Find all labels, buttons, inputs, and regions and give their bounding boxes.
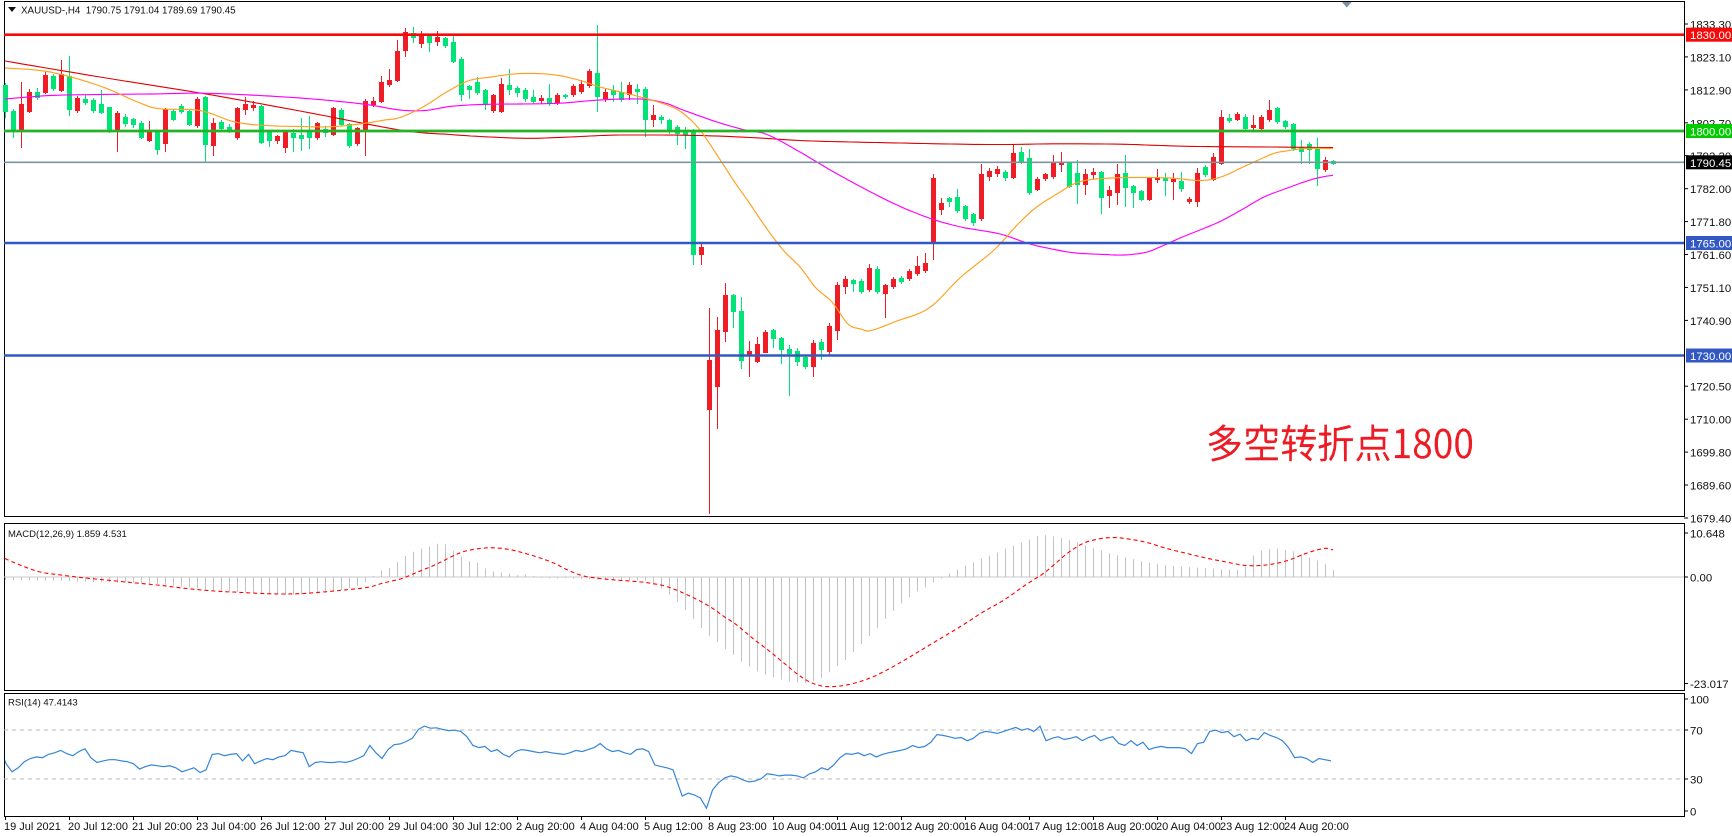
svg-text:1679.40: 1679.40: [1690, 514, 1731, 526]
svg-text:0.00: 0.00: [1690, 573, 1712, 585]
svg-text:11 Aug 12:00: 11 Aug 12:00: [836, 821, 900, 833]
svg-text:10.648: 10.648: [1690, 529, 1725, 541]
svg-text:1790.45: 1790.45: [1690, 158, 1731, 170]
svg-text:1800.00: 1800.00: [1690, 127, 1731, 139]
svg-text:21 Jul 20:00: 21 Jul 20:00: [132, 821, 192, 833]
svg-text:23 Aug 12:00: 23 Aug 12:00: [1220, 821, 1285, 833]
svg-text:1771.80: 1771.80: [1690, 217, 1731, 229]
svg-text:20 Jul 12:00: 20 Jul 12:00: [68, 821, 128, 833]
svg-text:1730.00: 1730.00: [1690, 351, 1731, 363]
svg-text:26 Jul 12:00: 26 Jul 12:00: [260, 821, 320, 833]
svg-text:19 Jul 2021: 19 Jul 2021: [4, 821, 61, 833]
svg-text:10 Aug 04:00: 10 Aug 04:00: [772, 821, 837, 833]
svg-text:1782.00: 1782.00: [1690, 184, 1731, 196]
svg-text:4 Aug 04:00: 4 Aug 04:00: [580, 821, 639, 833]
svg-text:1740.90: 1740.90: [1690, 316, 1731, 328]
svg-text:1823.10: 1823.10: [1690, 52, 1731, 64]
svg-text:5 Aug 12:00: 5 Aug 12:00: [644, 821, 703, 833]
svg-text:20 Aug 04:00: 20 Aug 04:00: [1156, 821, 1221, 833]
svg-text:XAUUSD-,H4 1790.75 1791.04 17: XAUUSD-,H4 1790.75 1791.04 1789.69 1790.…: [21, 6, 236, 17]
svg-text:1699.80: 1699.80: [1690, 448, 1731, 460]
svg-text:23 Jul 04:00: 23 Jul 04:00: [196, 821, 256, 833]
svg-text:16 Aug 04:00: 16 Aug 04:00: [964, 821, 1029, 833]
svg-text:18 Aug 20:00: 18 Aug 20:00: [1092, 821, 1157, 833]
svg-text:-23.017: -23.017: [1690, 679, 1729, 691]
svg-text:1765.00: 1765.00: [1690, 239, 1731, 251]
svg-text:1689.60: 1689.60: [1690, 481, 1731, 493]
svg-text:100: 100: [1690, 695, 1709, 707]
svg-text:0: 0: [1690, 807, 1696, 819]
svg-text:1830.00: 1830.00: [1690, 30, 1731, 42]
svg-text:1710.00: 1710.00: [1690, 415, 1731, 427]
svg-text:24 Aug 20:00: 24 Aug 20:00: [1284, 821, 1349, 833]
svg-text:30: 30: [1690, 775, 1703, 787]
svg-text:8 Aug 23:00: 8 Aug 23:00: [708, 821, 767, 833]
svg-text:1751.10: 1751.10: [1690, 283, 1731, 295]
svg-text:17 Aug 12:00: 17 Aug 12:00: [1028, 821, 1093, 833]
svg-text:2 Aug 20:00: 2 Aug 20:00: [516, 821, 575, 833]
svg-text:1761.60: 1761.60: [1690, 250, 1731, 262]
svg-text:27 Jul 20:00: 27 Jul 20:00: [324, 821, 384, 833]
svg-text:RSI(14) 47.4143: RSI(14) 47.4143: [8, 698, 78, 709]
svg-text:29 Jul 04:00: 29 Jul 04:00: [388, 821, 448, 833]
svg-text:1720.50: 1720.50: [1690, 382, 1731, 394]
svg-text:70: 70: [1690, 726, 1703, 738]
svg-text:MACD(12,26,9) 1.859 4.531: MACD(12,26,9) 1.859 4.531: [8, 529, 127, 540]
svg-text:30 Jul 12:00: 30 Jul 12:00: [452, 821, 512, 833]
svg-text:1812.90: 1812.90: [1690, 85, 1731, 97]
svg-text:12 Aug 20:00: 12 Aug 20:00: [900, 821, 965, 833]
